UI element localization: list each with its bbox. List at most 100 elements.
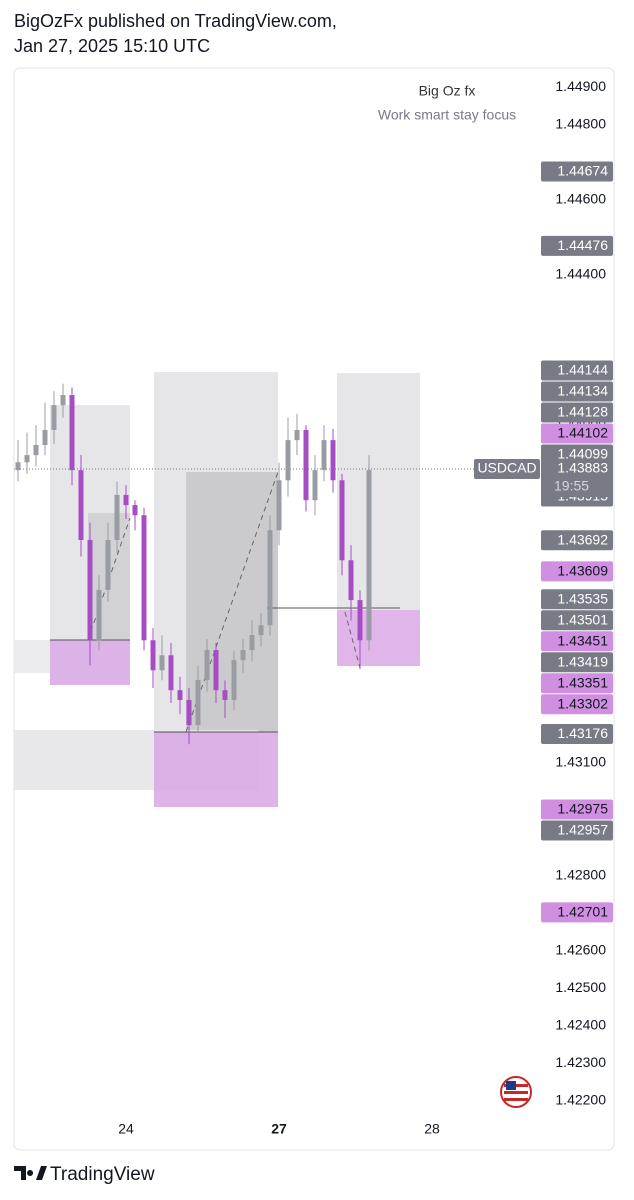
candle-body — [348, 560, 354, 601]
price-label: 1.43419 — [557, 653, 608, 669]
price-label-box — [541, 381, 613, 402]
x-tick-label: 27 — [271, 1121, 287, 1137]
chart-frame — [13, 67, 615, 1151]
price-label: 1.42701 — [557, 904, 608, 920]
candle-body — [186, 699, 192, 726]
candle-body — [303, 429, 309, 501]
price-label-box — [541, 673, 613, 694]
candle-body — [312, 470, 318, 501]
y-tick-label: 1.44900 — [555, 78, 606, 94]
candle-body — [366, 470, 372, 641]
price-label: 1.44102 — [557, 425, 608, 441]
price-label: 1.42975 — [557, 801, 608, 817]
candle-body — [321, 440, 327, 471]
countdown: 19:55 — [554, 478, 589, 494]
y-tick-label: 1.42200 — [555, 1092, 606, 1108]
publisher-line: BigOzFx published on TradingView.com, — [14, 11, 337, 31]
y-tick-label: 1.44600 — [555, 191, 606, 207]
price-label: 1.44099 — [557, 446, 608, 462]
candle-body — [69, 395, 75, 471]
price-label-box — [541, 631, 613, 652]
symbol-badge — [474, 459, 540, 480]
candle-body — [240, 650, 246, 661]
x-tick-label: 24 — [118, 1121, 134, 1137]
candle-body — [141, 515, 147, 641]
price-label-box — [541, 820, 613, 841]
price-label-box — [541, 161, 613, 182]
candle-body — [123, 494, 129, 506]
watermark-title: Big Oz fx — [419, 83, 476, 99]
candle-body — [96, 589, 102, 641]
price-label: 1.43535 — [557, 590, 608, 606]
candle-body — [249, 634, 255, 651]
candle-body — [285, 440, 291, 481]
price-label-box — [541, 235, 613, 256]
price-label-box — [541, 561, 613, 582]
price-label: 1.43609 — [557, 563, 608, 579]
candle-body — [294, 429, 300, 441]
path-arrow — [185, 471, 279, 733]
x-tick-label: 28 — [424, 1121, 440, 1137]
candle-body — [231, 660, 237, 700]
price-label: 1.43451 — [557, 632, 608, 648]
candle-body — [24, 455, 30, 463]
candle-body — [258, 625, 264, 635]
price-label-box — [541, 360, 613, 381]
price-label-box — [541, 694, 613, 715]
candle-body — [42, 429, 48, 445]
candle-body — [150, 640, 156, 671]
candle-body — [177, 690, 183, 700]
candle-body — [168, 655, 174, 691]
last-price-box — [541, 459, 613, 498]
candle-body — [339, 480, 345, 561]
price-label-box — [541, 652, 613, 673]
price-label: 1.44134 — [557, 383, 608, 399]
y-tick-label: 1.44800 — [555, 115, 606, 131]
y-tick-label: 1.42500 — [555, 979, 606, 995]
candle-body — [222, 690, 228, 700]
candle-body — [15, 462, 21, 471]
zone — [337, 610, 420, 666]
candle-body — [60, 395, 66, 406]
path-arrow — [344, 611, 361, 669]
y-tick-label: 1.42600 — [555, 941, 606, 957]
candle-body — [132, 505, 138, 516]
price-label-box — [541, 610, 613, 631]
price-label-box — [541, 724, 613, 745]
symbol-name: USDCAD — [477, 460, 536, 476]
y-tick-label: 1.43100 — [555, 754, 606, 770]
price-label: 1.44476 — [557, 237, 608, 253]
brand-name: TradingView — [50, 1164, 155, 1185]
price-label-box — [541, 402, 613, 423]
price-label: 1.43302 — [557, 695, 608, 711]
publish-date: Jan 27, 2025 15:10 UTC — [14, 36, 210, 56]
price-label: 1.43501 — [557, 611, 608, 627]
candle-body — [213, 650, 219, 691]
price-label: 1.44144 — [557, 362, 608, 378]
candle-body — [33, 444, 39, 456]
price-label-box — [541, 902, 613, 923]
price-label: 1.44128 — [557, 404, 608, 420]
drawings — [14, 372, 420, 807]
price-label: 1.43176 — [557, 725, 608, 741]
price-label: 1.43692 — [557, 531, 608, 547]
candle-body — [78, 470, 84, 540]
price-label-box — [541, 589, 613, 610]
y-tick-label: 1.44400 — [555, 266, 606, 282]
candle-body — [267, 530, 273, 626]
candle-body — [114, 494, 120, 540]
candle-body — [330, 440, 336, 481]
zone — [154, 732, 278, 807]
y-tick-label: 1.42300 — [555, 1054, 606, 1070]
y-tick-label: 1.42400 — [555, 1017, 606, 1033]
candle-body — [195, 680, 201, 726]
candle-body — [276, 480, 282, 531]
candle-body — [159, 655, 165, 671]
candle-body — [357, 600, 363, 641]
price-label-box — [541, 530, 613, 551]
price-label-box — [541, 799, 613, 820]
candle-body — [51, 405, 57, 430]
last-price-label: 1.43883 — [557, 460, 608, 476]
y-tick-label: 1.42800 — [555, 866, 606, 882]
